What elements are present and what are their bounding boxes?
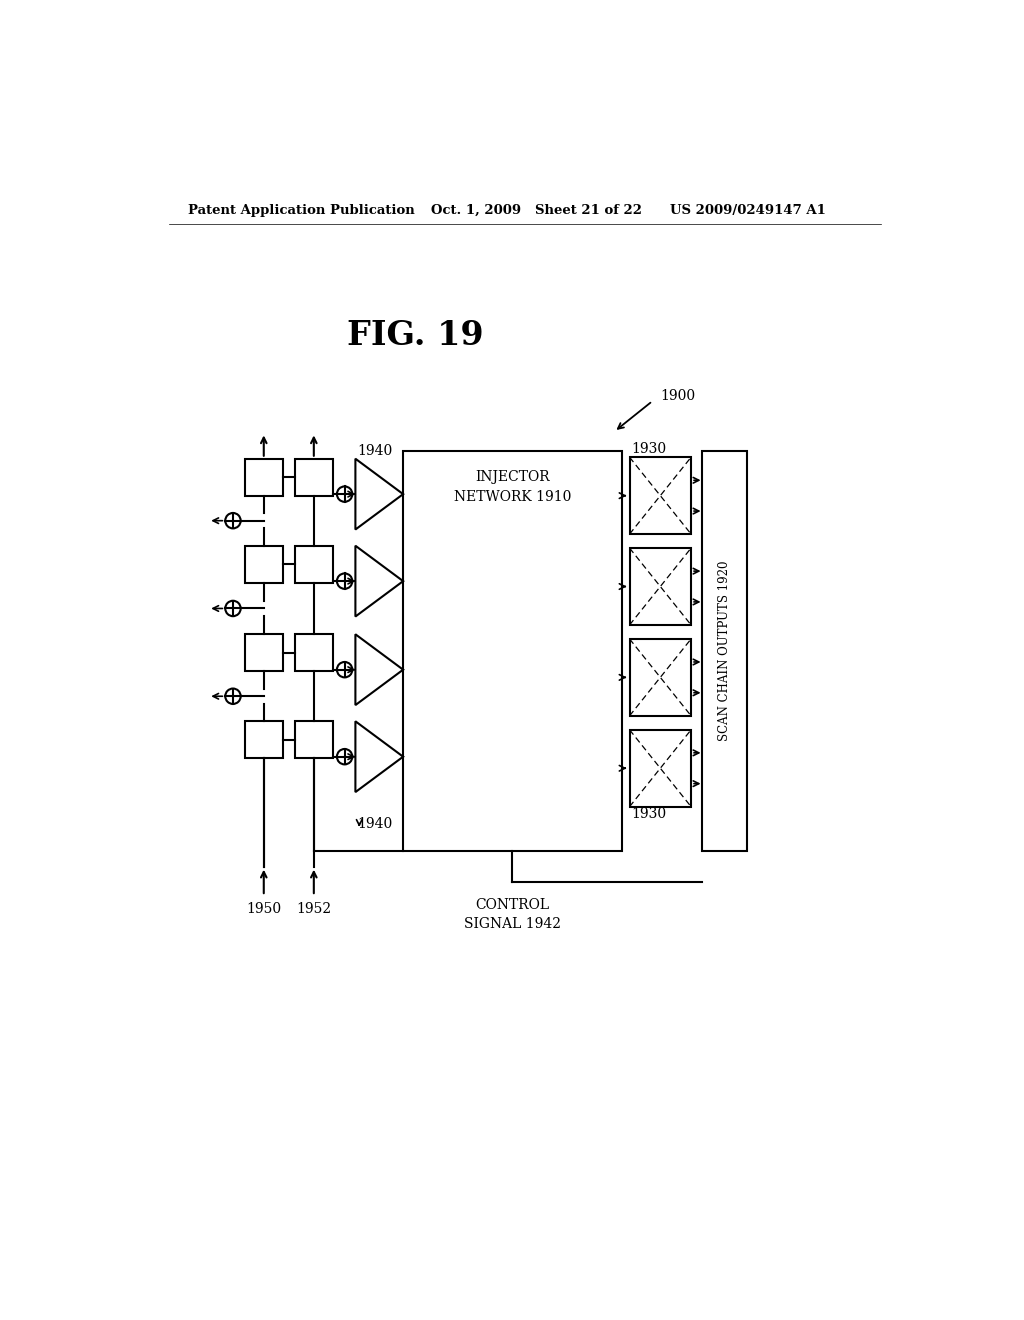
Text: US 2009/0249147 A1: US 2009/0249147 A1: [670, 205, 825, 218]
Text: SCAN CHAIN OUTPUTS 1920: SCAN CHAIN OUTPUTS 1920: [718, 561, 731, 742]
Text: CONTROL
SIGNAL 1942: CONTROL SIGNAL 1942: [464, 898, 561, 931]
Text: 1930: 1930: [631, 808, 667, 821]
Text: 1952: 1952: [296, 902, 332, 916]
Text: Patent Application Publication: Patent Application Publication: [188, 205, 415, 218]
Text: 1950: 1950: [246, 902, 282, 916]
Text: INJECTOR
NETWORK 1910: INJECTOR NETWORK 1910: [454, 470, 571, 504]
Text: 1940: 1940: [357, 444, 392, 458]
Text: Oct. 1, 2009   Sheet 21 of 22: Oct. 1, 2009 Sheet 21 of 22: [431, 205, 642, 218]
Text: 1940: 1940: [357, 817, 392, 832]
Text: 1900: 1900: [660, 388, 695, 403]
Text: 1930: 1930: [631, 442, 667, 457]
Text: FIG. 19: FIG. 19: [347, 319, 483, 352]
